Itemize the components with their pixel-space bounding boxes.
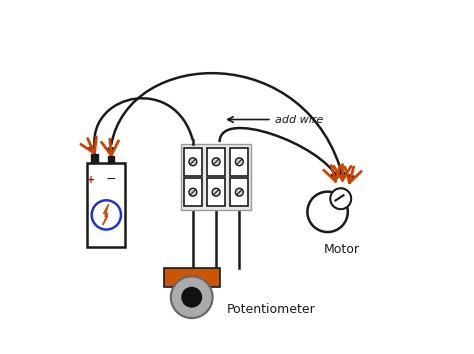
Circle shape [171, 276, 213, 318]
Circle shape [189, 188, 197, 196]
Text: Motor: Motor [324, 242, 360, 256]
FancyBboxPatch shape [230, 178, 248, 206]
FancyBboxPatch shape [207, 148, 225, 176]
Circle shape [91, 200, 121, 229]
FancyBboxPatch shape [108, 156, 114, 163]
Circle shape [236, 188, 243, 196]
FancyBboxPatch shape [207, 178, 225, 206]
Text: +: + [87, 175, 95, 185]
Circle shape [212, 158, 220, 166]
FancyBboxPatch shape [164, 268, 219, 287]
Circle shape [189, 158, 197, 166]
FancyBboxPatch shape [184, 148, 202, 176]
Text: −: − [106, 173, 116, 186]
FancyBboxPatch shape [184, 178, 202, 206]
FancyBboxPatch shape [87, 163, 126, 247]
Text: Potentiometer: Potentiometer [227, 303, 315, 316]
Circle shape [182, 287, 201, 307]
FancyBboxPatch shape [91, 154, 98, 163]
Text: add wire: add wire [275, 114, 324, 125]
FancyBboxPatch shape [230, 148, 248, 176]
Circle shape [307, 192, 348, 232]
Polygon shape [103, 205, 109, 225]
Circle shape [236, 158, 243, 166]
FancyBboxPatch shape [181, 144, 251, 210]
Circle shape [330, 188, 351, 209]
Circle shape [212, 188, 220, 196]
